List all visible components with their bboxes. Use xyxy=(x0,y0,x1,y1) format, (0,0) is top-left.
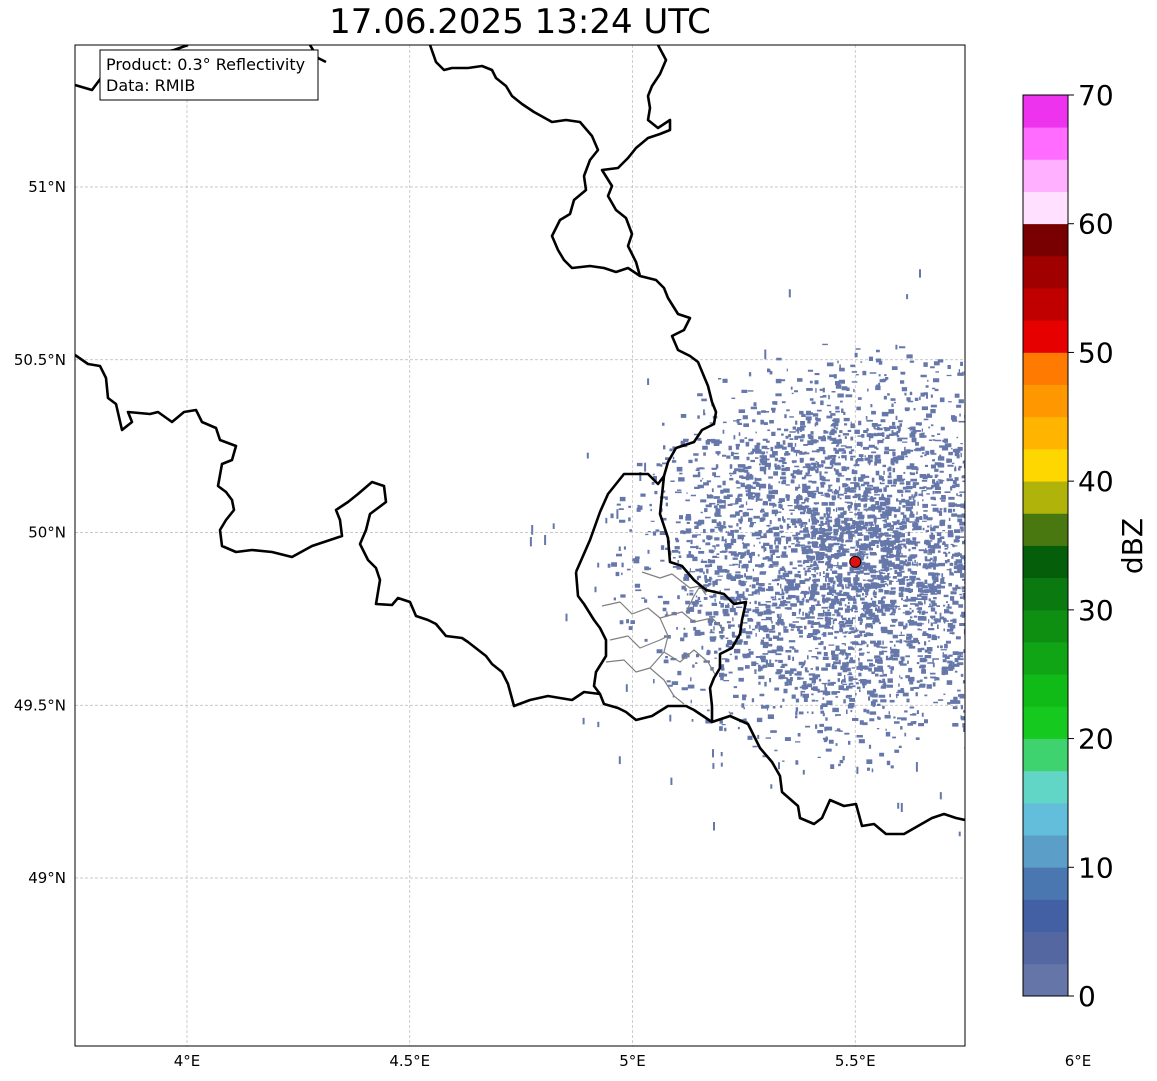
colorbar-swatch xyxy=(1023,384,1068,418)
colorbar-tick-label: 40 xyxy=(1078,465,1114,498)
colorbar-swatch xyxy=(1023,642,1068,675)
colorbar-swatch xyxy=(1023,255,1068,289)
longitude-tick-label: 5.5°E xyxy=(835,1052,876,1070)
radar-site-marker xyxy=(849,555,862,568)
colorbar-tick-label: 50 xyxy=(1078,336,1114,369)
latitude-ticks: 51°N 50.5°N 50°N 49.5°N 49°N xyxy=(14,178,66,887)
colorbar-swatch xyxy=(1023,770,1068,804)
colorbar-swatch xyxy=(1023,95,1068,128)
info-box-frame xyxy=(99,49,319,101)
colorbar-frame xyxy=(1022,94,1069,997)
colorbar-swatch xyxy=(1023,931,1068,965)
colorbar-swatch xyxy=(1023,545,1068,579)
graticule xyxy=(75,45,965,1046)
longitude-ticks: 4°E4.5°E5°E5.5°E6°E6.5°E7°E xyxy=(174,1052,1092,1070)
colorbar-swatch xyxy=(1023,448,1068,482)
latitude-tick-label: 49.5°N xyxy=(14,696,66,714)
colorbar-swatch xyxy=(1023,416,1068,450)
longitude-tick-label: 4°E xyxy=(174,1052,201,1070)
map-title: 17.06.2025 13:24 UTC xyxy=(329,2,711,42)
colorbar-swatch xyxy=(1023,577,1068,611)
colorbar-swatch xyxy=(1023,320,1068,353)
colorbar-swatch xyxy=(1023,352,1068,386)
colorbar-swatches xyxy=(1023,95,1068,997)
colorbar-swatch xyxy=(1023,513,1068,546)
latitude-tick-label: 50.5°N xyxy=(14,351,66,369)
longitude-tick-label: 4.5°E xyxy=(389,1052,430,1070)
map-frame xyxy=(74,44,966,1047)
colorbar-swatch xyxy=(1023,159,1068,192)
colorbar-swatch xyxy=(1023,867,1068,900)
colorbar-tick-label: 0 xyxy=(1078,980,1096,1013)
latitude-tick-label: 51°N xyxy=(28,178,66,196)
colorbar-swatch xyxy=(1023,191,1068,225)
colorbar-swatch xyxy=(1023,127,1068,160)
colorbar-swatch xyxy=(1023,899,1068,933)
colorbar-swatch xyxy=(1023,609,1068,643)
latitude-tick-label: 50°N xyxy=(28,524,66,542)
reflectivity-echoes xyxy=(607,343,965,773)
info-box: Product: 0.3° Reflectivity Data: RMIB xyxy=(99,49,319,101)
colorbar-tick-label: 10 xyxy=(1078,851,1114,884)
colorbar-swatch xyxy=(1023,481,1068,514)
radar-site-dot xyxy=(849,555,862,568)
data-source-label: Data: RMIB xyxy=(106,76,195,95)
colorbar-tick-label: 60 xyxy=(1078,208,1114,241)
colorbar-swatch xyxy=(1023,288,1068,321)
radar-echoes xyxy=(529,269,965,837)
colorbar-swatch xyxy=(1023,835,1068,868)
colorbar-swatch xyxy=(1023,963,1068,997)
colorbar-swatch xyxy=(1023,223,1068,257)
colorbar-tick-label: 30 xyxy=(1078,594,1114,627)
latitude-tick-label: 49°N xyxy=(28,869,66,887)
colorbar-label: dBZ xyxy=(1116,518,1149,574)
colorbar-tick-label: 70 xyxy=(1078,79,1114,112)
colorbar-swatch xyxy=(1023,674,1068,707)
colorbar-ticks: 0 10 20 30 40 50 60 70 xyxy=(1068,79,1114,1013)
longitude-tick-label: 5°E xyxy=(619,1052,646,1070)
colorbar-swatch xyxy=(1023,802,1068,836)
longitude-tick-label: 6°E xyxy=(1065,1052,1092,1070)
colorbar-tick-label: 20 xyxy=(1078,723,1114,756)
country-borders xyxy=(75,45,965,836)
product-label: Product: 0.3° Reflectivity xyxy=(106,55,305,74)
colorbar-swatch xyxy=(1023,738,1068,772)
colorbar-swatch xyxy=(1023,706,1068,739)
colorbar: 0 10 20 30 40 50 60 70 dBZ xyxy=(1022,79,1149,1013)
